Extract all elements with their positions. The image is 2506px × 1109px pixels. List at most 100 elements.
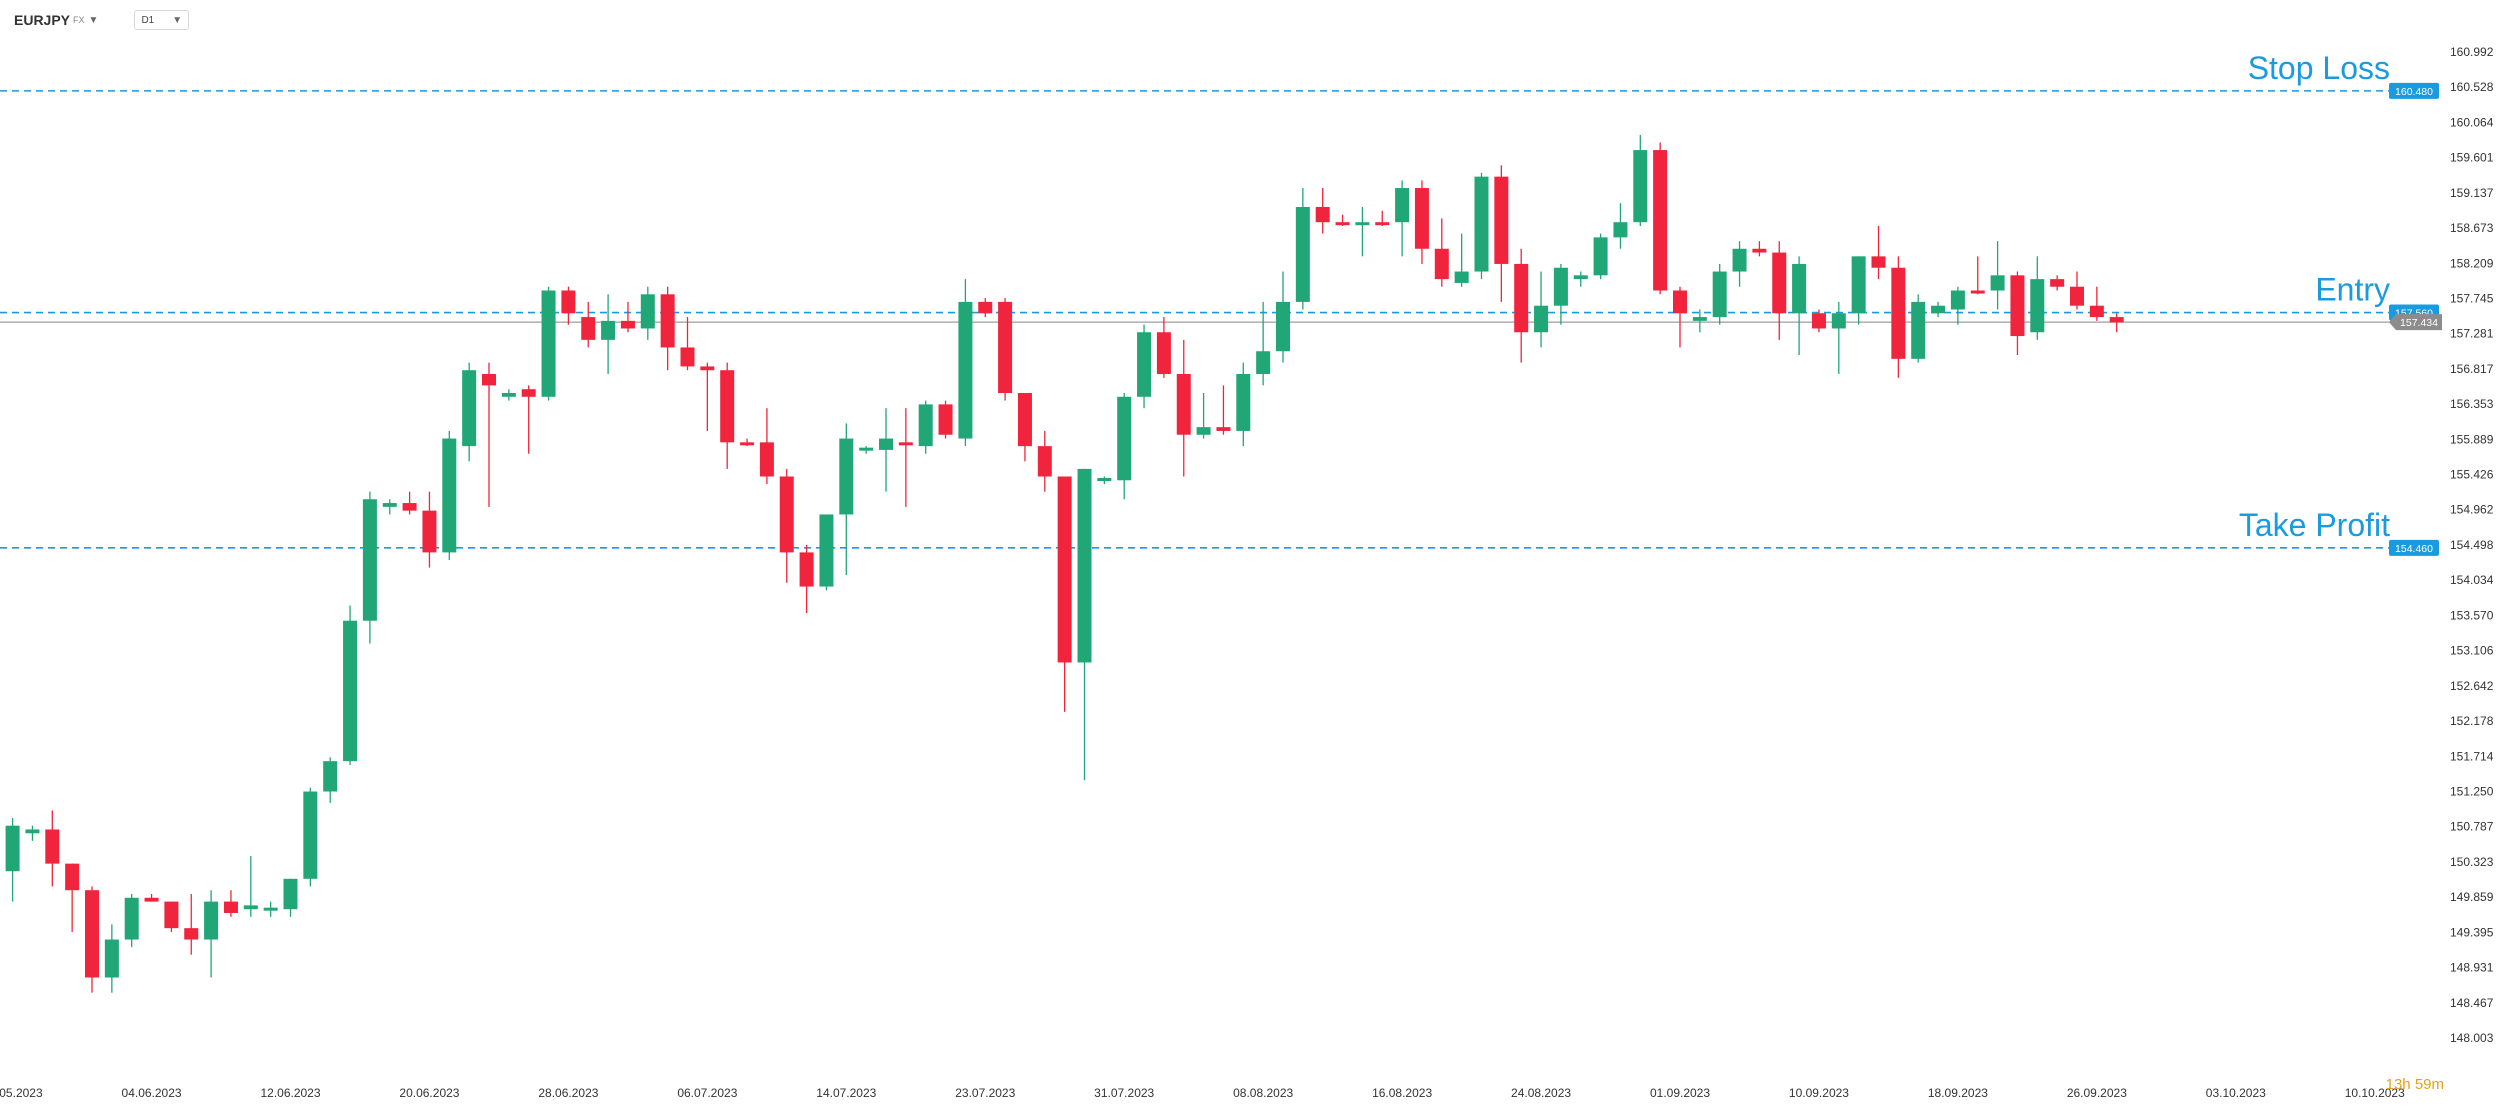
candle: [462, 362, 477, 462]
candle: [2070, 271, 2084, 310]
candle-body: [978, 301, 993, 314]
candle: [1891, 256, 1906, 378]
candle: [918, 400, 933, 454]
candle: [104, 924, 119, 993]
y-tick-label: 156.353: [2450, 397, 2494, 411]
candle-body: [223, 901, 238, 913]
y-tick-label: 157.745: [2450, 291, 2494, 305]
candle: [1553, 263, 1568, 325]
candle-body: [1514, 263, 1529, 333]
candle: [1712, 263, 1727, 325]
candle-body: [422, 510, 437, 553]
candle: [1176, 339, 1191, 477]
candle: [1434, 218, 1449, 287]
candle: [1494, 165, 1509, 302]
candle-body: [1613, 222, 1628, 238]
candle-body: [879, 438, 893, 450]
candle: [1414, 180, 1429, 264]
candle-body: [2070, 286, 2084, 306]
candle-body: [680, 347, 695, 367]
candle-body: [1315, 207, 1330, 223]
candle-body: [1474, 176, 1489, 272]
candle: [25, 825, 40, 841]
candle: [938, 400, 953, 439]
candle-body: [561, 290, 576, 314]
candle-body: [1950, 290, 1965, 310]
x-tick-label: 06.07.2023: [677, 1086, 737, 1100]
y-tick-label: 154.034: [2450, 573, 2494, 587]
candle: [859, 446, 874, 454]
y-tick-label: 152.178: [2450, 714, 2494, 728]
candle: [1811, 309, 1826, 333]
x-tick-label: 10.09.2023: [1789, 1086, 1849, 1100]
candle-body: [1236, 374, 1251, 431]
candle: [779, 468, 794, 583]
y-tick-label: 150.787: [2450, 820, 2494, 834]
candle-body: [898, 442, 913, 446]
entry-label: Entry: [2315, 272, 2390, 308]
candle-body: [998, 301, 1013, 393]
candle: [1573, 271, 1588, 287]
y-tick-label: 150.323: [2450, 855, 2494, 869]
candles-layer: [5, 134, 2124, 993]
candle-body: [958, 301, 973, 439]
candle: [1335, 214, 1350, 226]
candle: [1692, 309, 1707, 333]
candle: [680, 317, 695, 371]
candle: [184, 893, 199, 955]
candle-body: [1673, 290, 1687, 314]
candle: [442, 430, 457, 560]
candle: [898, 408, 913, 507]
candle-body: [601, 320, 616, 340]
candle: [1077, 468, 1092, 781]
candle-body: [382, 503, 397, 507]
candle: [263, 901, 278, 917]
y-tick-label: 158.209: [2450, 256, 2494, 270]
candle-body: [1831, 313, 1846, 329]
candle-body: [5, 825, 20, 872]
candle-body: [144, 897, 159, 902]
candle: [1454, 233, 1469, 287]
candle-body: [799, 552, 814, 587]
candle-body: [343, 620, 358, 762]
x-tick-label: 23.07.2023: [955, 1086, 1015, 1100]
x-tick-label: 12.06.2023: [260, 1086, 320, 1100]
candle-body: [243, 905, 258, 910]
candle: [1792, 256, 1807, 356]
candle: [1514, 248, 1529, 363]
candle-body: [1295, 207, 1310, 302]
candle: [223, 890, 238, 917]
candle-body: [859, 447, 874, 451]
candle: [1851, 256, 1866, 325]
candle: [1117, 392, 1132, 500]
candle: [402, 491, 417, 515]
candle: [2109, 313, 2124, 333]
candle: [1673, 286, 1687, 348]
x-tick-label: 10.10.2023: [2345, 1086, 2405, 1100]
symbol-selector[interactable]: EURJPY FX ▼: [14, 12, 98, 28]
candle-body: [1414, 188, 1429, 249]
candle: [1653, 142, 1668, 295]
candle-body: [1851, 256, 1866, 314]
x-tick-label: 04.06.2023: [122, 1086, 182, 1100]
candle-body: [1196, 427, 1211, 435]
candle-body: [1653, 150, 1668, 291]
candle: [5, 818, 20, 902]
candle-body: [1970, 290, 1985, 294]
x-tick-label: 31.07.2023: [1094, 1086, 1154, 1100]
y-tick-label: 155.889: [2450, 432, 2494, 446]
x-tick-label: 03.10.2023: [2206, 1086, 2266, 1100]
candle: [1355, 207, 1370, 257]
x-tick-label: 28.06.2023: [538, 1086, 598, 1100]
candle-body: [1216, 427, 1231, 431]
y-tick-label: 160.064: [2450, 115, 2494, 129]
y-tick-label: 159.137: [2450, 186, 2494, 200]
candle: [283, 878, 298, 917]
candle-body: [1593, 237, 1608, 276]
timeframe-selector[interactable]: D1 ▼: [134, 10, 190, 30]
candle-body: [660, 294, 675, 348]
candle: [660, 286, 675, 371]
candle: [1276, 271, 1290, 363]
